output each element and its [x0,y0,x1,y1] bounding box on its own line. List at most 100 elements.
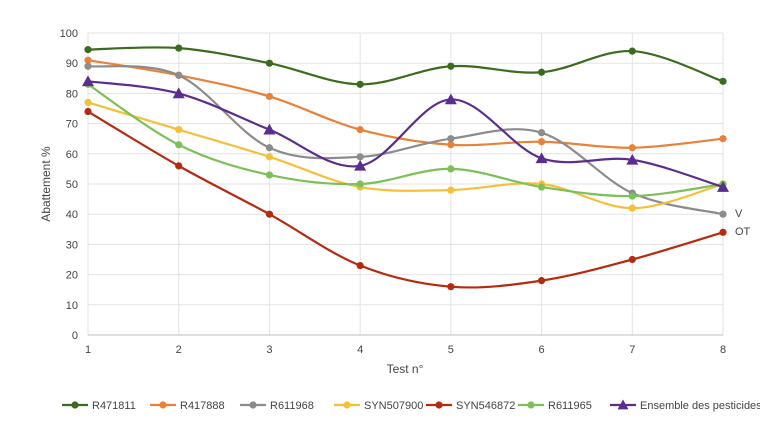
legend-label: Ensemble des pesticides [640,400,760,412]
y-tick-label: 90 [66,58,78,70]
legend-label: R611965 [548,400,592,412]
data-point [719,135,727,143]
legend-item: R611968 [240,400,314,412]
x-tick-label: 6 [539,344,545,356]
data-point-triangle [263,123,276,135]
legend-marker-triangle [617,399,629,410]
data-point-triangle [444,93,457,105]
data-point [265,171,274,179]
data-point [537,138,546,146]
data-point [628,144,636,152]
data-point [84,98,92,107]
x-tick-label: 1 [85,344,91,356]
series-r417888 [84,56,727,152]
x-tick-label: 2 [176,344,182,356]
data-point [447,141,455,149]
series-line [87,110,724,289]
data-point [447,186,455,194]
data-point-triangle [717,181,729,192]
data-point [719,228,727,236]
y-tick-label: 30 [66,239,78,251]
legend-marker [249,401,257,409]
data-point [628,255,636,264]
data-point-triangle [82,75,94,87]
legend-marker [527,401,535,409]
data-point [537,129,546,137]
legend-item: R471811 [62,400,136,412]
data-point [537,68,546,76]
y-tick-label: 70 [66,119,78,131]
legend-label: R471811 [92,400,136,412]
data-point [356,153,364,161]
data-point [447,283,455,291]
data-point [447,62,455,70]
series-line [87,46,724,86]
legend-label: R611968 [270,400,314,412]
x-tick-labels: 1 2 3 4 5 6 7 8 [85,344,726,356]
data-point-triangle [626,153,639,165]
legend-marker [435,401,443,409]
data-point [356,126,364,134]
legend-item: R417888 [150,400,225,412]
legend-label: SYN507900 [364,400,423,412]
data-point [175,126,183,134]
data-point [175,141,183,149]
y-axis-title: Abattement % [39,146,53,222]
data-point [265,144,274,152]
series-line [87,101,724,210]
legend-item: SYN507900 [334,400,423,412]
data-point [628,47,636,55]
data-point [175,71,183,79]
series-r471811 [84,44,727,88]
series-syn546872 [84,107,727,291]
y-tick-label: 100 [60,28,78,40]
legend-marker [71,401,79,409]
side-label-ot: OT [735,226,751,238]
data-point [265,59,274,67]
data-point [356,261,364,270]
legend-item: SYN546872 [426,400,515,412]
data-point-triangle [354,159,367,171]
y-tick-labels: 0 10 20 30 40 50 60 70 80 90 100 [60,28,78,342]
data-point [628,204,636,212]
legend-item: R611965 [518,400,592,412]
data-point [719,210,727,218]
y-tick-label: 20 [66,270,78,282]
data-point [719,77,727,85]
series-group [82,44,729,291]
x-axis-title: Test n° [387,362,424,376]
y-tick-label: 50 [66,179,78,191]
data-point [175,44,183,52]
y-tick-label: 60 [66,149,78,161]
x-tick-label: 3 [266,344,272,356]
series-ensemble-des-pesticides [82,75,729,192]
legend-marker [159,401,167,409]
data-point [537,183,546,191]
data-point [628,192,636,200]
x-tick-label: 7 [629,344,635,356]
side-label-v: V [735,208,743,220]
data-point [84,62,92,70]
data-point-triangle [172,87,185,99]
y-tick-label: 40 [66,209,78,221]
y-tick-label: 0 [72,330,78,342]
data-point [265,153,274,161]
data-point [265,210,274,218]
data-point [447,135,455,143]
data-point-triangle [535,152,548,164]
x-tick-label: 5 [448,344,454,356]
legend: R471811 R417888 R611968 SYN507900 SYN546872 R… [62,399,760,412]
legend-marker [343,401,351,409]
data-point [84,56,92,64]
data-point [537,277,546,285]
legend-label: R417888 [180,400,225,412]
x-tick-label: 4 [357,344,363,356]
legend-item: Ensemble des pesticides [610,399,760,412]
data-point [175,162,183,170]
series-line [87,80,724,189]
series-line [87,65,724,216]
data-point [84,107,92,116]
data-point [356,180,364,188]
data-point [447,165,455,173]
